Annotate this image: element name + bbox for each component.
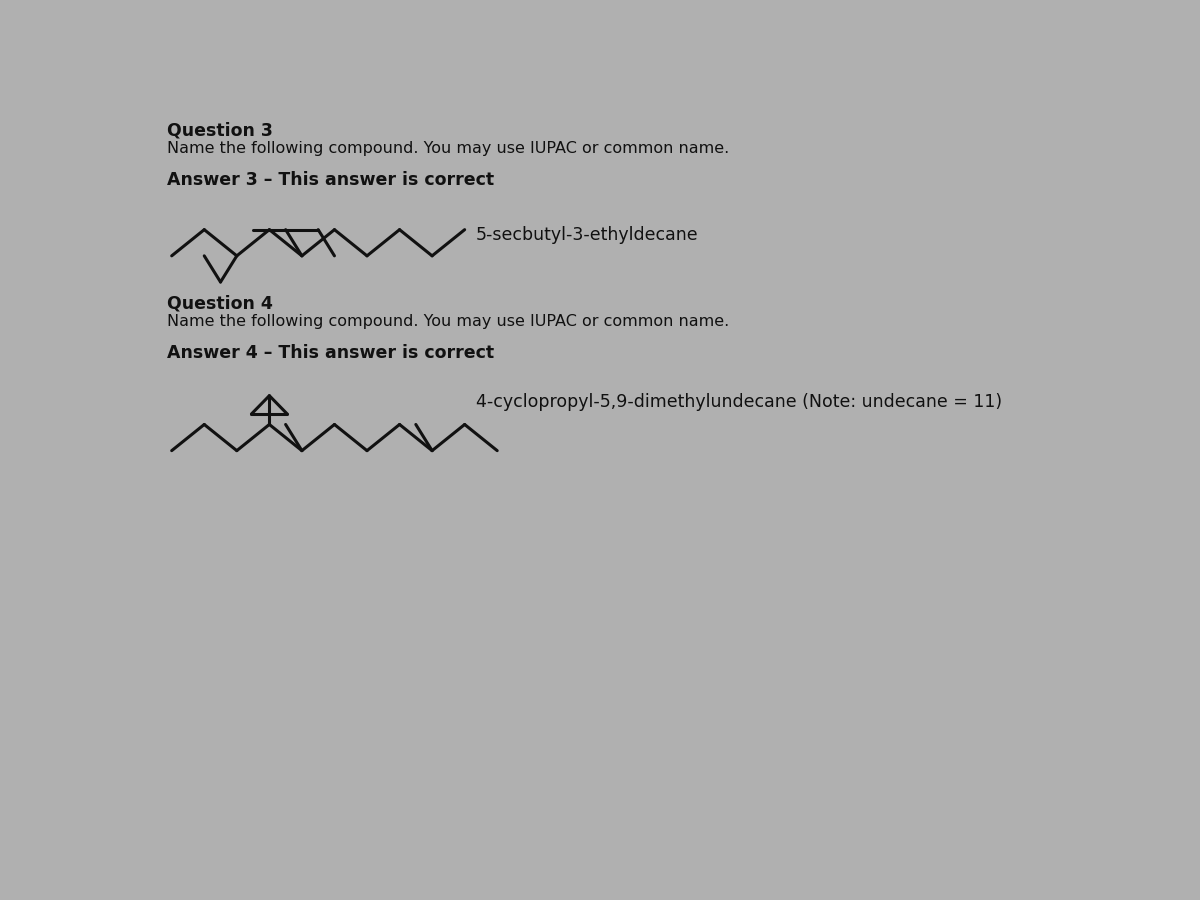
Text: Answer 3 – This answer is correct: Answer 3 – This answer is correct — [167, 171, 494, 189]
Text: Name the following compound. You may use IUPAC or common name.: Name the following compound. You may use… — [167, 141, 730, 156]
Text: Question 3: Question 3 — [167, 122, 272, 140]
Text: Answer 4 – This answer is correct: Answer 4 – This answer is correct — [167, 345, 494, 363]
Text: 5-secbutyl-3-ethyldecane: 5-secbutyl-3-ethyldecane — [475, 226, 698, 244]
Text: Name the following compound. You may use IUPAC or common name.: Name the following compound. You may use… — [167, 313, 730, 328]
Text: Question 4: Question 4 — [167, 294, 272, 312]
Text: 4-cyclopropyl-5,9-dimethylundecane (Note: undecane = 11): 4-cyclopropyl-5,9-dimethylundecane (Note… — [475, 393, 1002, 411]
